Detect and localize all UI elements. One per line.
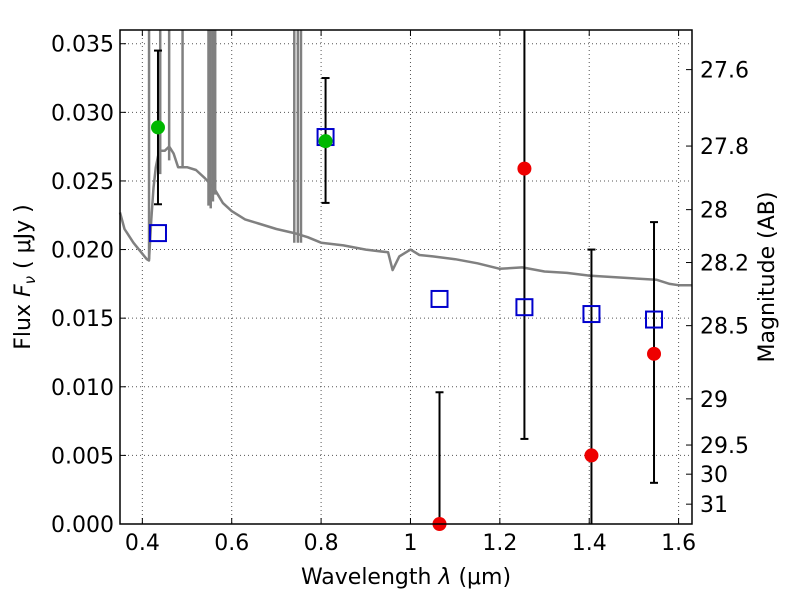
model-square-marker bbox=[430, 289, 449, 308]
magnitude-tick-label: 31 bbox=[700, 493, 728, 518]
plot-frame bbox=[119, 29, 693, 525]
magnitude-axis-ticks: 27.6 27.8 28 28.2 28.5 29 29.5 30 31 bbox=[686, 59, 749, 518]
sed-model-curve bbox=[118, 30, 692, 287]
x-tick-label: 0.4 bbox=[125, 531, 160, 556]
magnitude-tick-label: 29 bbox=[700, 388, 728, 413]
y-tick-label: 0.020 bbox=[51, 239, 114, 264]
magnitude-tick-label: 27.8 bbox=[700, 135, 749, 160]
x-tick-label: 1.2 bbox=[482, 531, 517, 556]
y-axis-title: Flux Fν ( μJy ) bbox=[11, 204, 39, 349]
y-tick-label: 0.015 bbox=[51, 307, 114, 332]
magnitude-axis-title: Magnitude (AB) bbox=[755, 192, 780, 363]
x-tick-label: 1.6 bbox=[661, 531, 696, 556]
observed-points bbox=[150, 120, 662, 531]
y-axis-ticks: 0.000 0.005 0.010 0.015 0.020 0.025 0.030 0.035 bbox=[51, 33, 126, 538]
y-tick-label: 0.030 bbox=[51, 101, 114, 126]
observed-point-marker bbox=[318, 134, 333, 149]
x-axis-ticks: 0.4 0.6 0.8 1 1.2 1.4 1.6 bbox=[125, 30, 696, 556]
y-tick-label: 0.005 bbox=[51, 444, 114, 469]
model-square-marker bbox=[582, 305, 601, 324]
y-tick-label: 0.035 bbox=[51, 33, 114, 58]
magnitude-tick-label: 28.5 bbox=[700, 315, 749, 340]
x-axis-title: Wavelength λ (μm) bbox=[301, 565, 511, 590]
y-tick-label: 0.025 bbox=[51, 170, 114, 195]
magnitude-tick-label: 28 bbox=[700, 199, 728, 224]
observed-point-marker bbox=[517, 161, 532, 176]
magnitude-tick-label: 27.6 bbox=[700, 59, 749, 84]
model-squares bbox=[148, 128, 664, 329]
model-square-marker bbox=[645, 310, 664, 329]
x-tick-label: 1 bbox=[403, 531, 417, 556]
magnitude-tick-label: 30 bbox=[700, 463, 728, 488]
observed-point-marker bbox=[647, 346, 662, 361]
observed-point-marker bbox=[150, 120, 165, 135]
y-tick-label: 0.010 bbox=[51, 376, 114, 401]
magnitude-tick-label: 29.5 bbox=[700, 434, 749, 459]
magnitude-tick-label: 28.2 bbox=[700, 252, 749, 277]
x-tick-label: 0.6 bbox=[214, 531, 249, 556]
y-tick-label: 0.000 bbox=[51, 513, 114, 538]
model-square-marker bbox=[515, 298, 534, 317]
model-square-marker bbox=[148, 224, 167, 243]
observed-point-marker bbox=[584, 448, 599, 463]
x-tick-label: 0.8 bbox=[304, 531, 339, 556]
x-tick-label: 1.4 bbox=[572, 531, 607, 556]
